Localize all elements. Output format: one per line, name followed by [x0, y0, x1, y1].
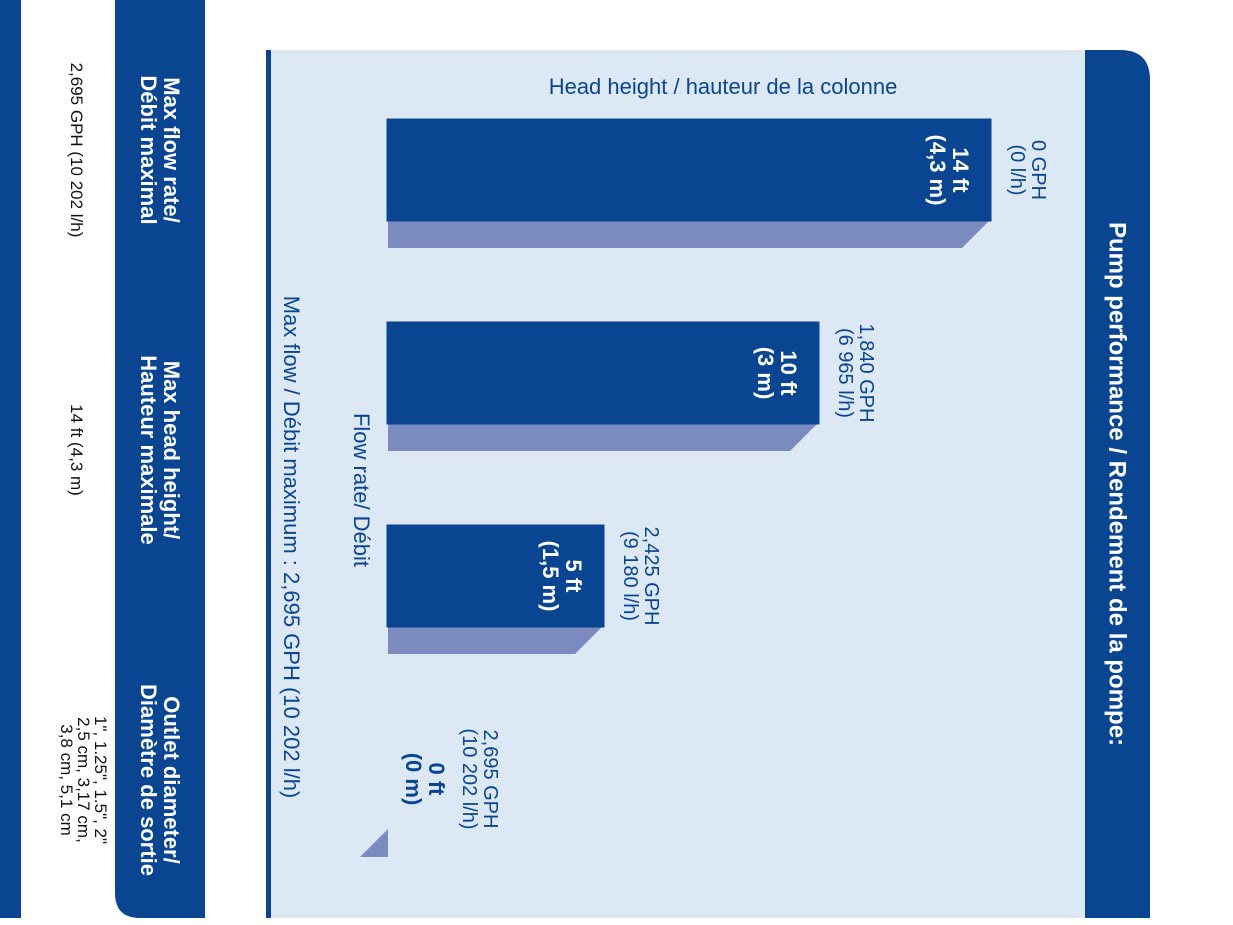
value-label: 0 ft (0 m): [401, 752, 450, 806]
x-tick-label: 0 GPH (0 l/h): [1006, 139, 1049, 201]
spec-header: Outlet diameter/ Diamètre de sortie: [136, 684, 185, 876]
spec-header: Max head height/ Hauteur maximale: [136, 355, 185, 545]
value-label: 5 ft (1,5 m): [537, 540, 586, 612]
bar-shadow: [388, 220, 990, 248]
spec-header: Max flow rate/ Débit maximal: [136, 75, 185, 225]
specs-header-band: [115, 0, 205, 918]
chart-panel: [267, 50, 1085, 918]
chart-title: Pump performance / Rendement de la pompe…: [1104, 222, 1131, 746]
x-axis-label: Flow rate/ Débit: [349, 413, 374, 567]
title-band: [1085, 50, 1150, 918]
value-label: 14 ft (4,3 m): [924, 134, 973, 206]
bar-shadow: [360, 829, 388, 857]
spec-value: 14 ft (4,3 m): [67, 404, 86, 496]
specs-bottom-band: [0, 0, 21, 918]
x-tick-label: 1,840 GPH (6 965 l/h): [834, 323, 877, 423]
panel-border: [266, 50, 271, 918]
x-tick-label: 2,695 GPH (10 202 l/h): [458, 728, 501, 830]
x-tick-label: 2,425 GPH (9 180 l/h): [619, 526, 662, 626]
bar: [386, 321, 820, 425]
value-label: 10 ft (3 m): [752, 346, 801, 400]
spec-value: 1", 1.25", 1.5", 2" 2,5 cm, 3,17 cm, 3,8…: [57, 715, 110, 845]
bar-shadow: [388, 626, 603, 654]
max-flow-note: Max flow / Débit maximum : 2,695 GPH (10…: [279, 296, 304, 799]
spec-value: 2,695 GPH (10 202 l/h): [67, 62, 86, 238]
bar-shadow: [388, 423, 818, 451]
bar: [386, 118, 992, 222]
y-axis-label: Head height / hauteur de la colonne: [549, 74, 898, 99]
bar: [386, 524, 605, 628]
